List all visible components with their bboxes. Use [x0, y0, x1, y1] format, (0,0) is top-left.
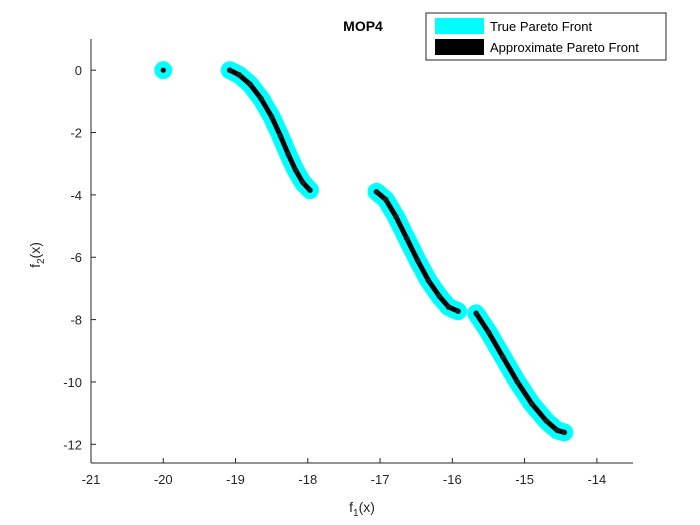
- series-point: [455, 308, 461, 314]
- series-segment: [227, 67, 313, 193]
- legend: True Pareto Front Approximate Pareto Fron…: [425, 12, 667, 61]
- series-point: [268, 114, 275, 120]
- series-point: [299, 179, 306, 186]
- series-point: [285, 151, 292, 158]
- series-point: [277, 132, 284, 139]
- series-point: [160, 67, 166, 73]
- series-point: [529, 400, 535, 407]
- series-point: [236, 72, 242, 78]
- series-point: [393, 213, 399, 220]
- legend-swatch: [435, 39, 484, 55]
- series-approximate-pareto-front: [160, 67, 568, 436]
- y-tick-label: -12: [63, 437, 82, 452]
- x-tick-label: -21: [82, 472, 101, 487]
- y-tick-label: -6: [70, 250, 82, 265]
- y-tick-label: -4: [70, 188, 82, 203]
- y-tick-label: 0: [75, 63, 82, 78]
- series-segment: [367, 182, 468, 321]
- legend-entry-label: True Pareto Front: [490, 19, 593, 34]
- series-point: [500, 354, 506, 360]
- series-point: [436, 293, 443, 300]
- x-tick-label: -19: [226, 472, 245, 487]
- series-point: [292, 167, 299, 173]
- series-point: [514, 379, 521, 385]
- series-point: [414, 257, 421, 264]
- series-point: [554, 427, 560, 434]
- series-point: [247, 81, 253, 88]
- axes: -21 -20 -19 -18 -17 -16 -15 -14 0 -2 -4 -6 -8 -10 -12: [63, 39, 633, 487]
- y-tick-label: -2: [70, 126, 82, 141]
- series-point: [543, 418, 550, 424]
- series-point: [485, 329, 492, 335]
- legend-swatch: [435, 18, 484, 34]
- x-tick-label: -16: [443, 472, 462, 487]
- series-point: [226, 67, 233, 73]
- y-tick-label: -8: [70, 313, 82, 328]
- x-tick-label: -20: [154, 472, 173, 487]
- y-axis-label: f2(x): [27, 242, 47, 268]
- series-point: [425, 277, 432, 284]
- series-point: [258, 95, 264, 102]
- series-point: [383, 196, 389, 203]
- series-point: [473, 310, 479, 317]
- x-tick-label: -15: [515, 472, 534, 487]
- chart-title: MOP4: [343, 18, 383, 34]
- series-point: [445, 304, 452, 310]
- plot-area: [154, 61, 574, 442]
- series-point: [307, 187, 313, 194]
- x-tick-label: -18: [298, 472, 317, 487]
- legend-entry-label: Approximate Pareto Front: [490, 40, 639, 55]
- x-tick-label: -14: [587, 472, 606, 487]
- y-tick-label: -10: [63, 375, 82, 390]
- series-point: [373, 188, 380, 195]
- x-axis-label: f1(x): [349, 499, 375, 519]
- x-tick-label: -17: [371, 472, 390, 487]
- series-point: [561, 429, 568, 436]
- series-true-pareto-front: [154, 61, 574, 442]
- series-point: [404, 235, 410, 242]
